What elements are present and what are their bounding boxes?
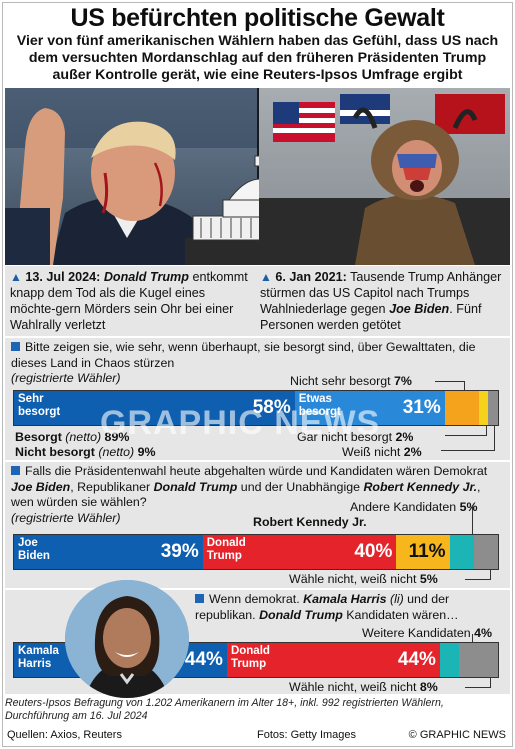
q1-stacked-bar: Sehr besorgt 58% Etwas besorgt 31% <box>13 390 499 426</box>
caption-right-name: Joe Biden <box>389 302 450 316</box>
connector-line <box>445 426 487 436</box>
bar-segment-trump: Donald Trump 40% <box>202 535 397 569</box>
data-label-sehr-besorgt: 58% <box>252 397 291 418</box>
bar-segment-biden: Joe Biden 39% <box>14 535 203 569</box>
data-label-harris: 44% <box>184 649 223 670</box>
triangle-marker-icon: ▲ <box>10 270 22 284</box>
data-label-etwas-besorgt: 31% <box>402 397 441 418</box>
connector-line <box>465 678 491 688</box>
q2-label-waehle-nicht: Wähle nicht, weiß nicht 5% <box>289 572 438 586</box>
q1-label-nicht-sehr: Nicht sehr besorgt 7% <box>290 374 412 388</box>
harris-portrait <box>65 580 189 698</box>
bar-segment-waehle-nicht-2 <box>459 643 498 677</box>
q3-label-weitere: Weitere Kandidaten 4% <box>362 626 492 640</box>
q3-value-waehle-nicht: 8% <box>419 680 438 694</box>
methodology-note: Reuters-Ipsos Befragung von 1.202 Amerik… <box>5 697 444 722</box>
q1-label-weiss-nicht: Weiß nicht 2% <box>342 445 422 459</box>
q1-value-gar-nicht: 2% <box>395 430 414 444</box>
data-label-trump-2: 44% <box>397 649 436 670</box>
capitol-riot-photo <box>259 88 510 265</box>
page-title: US befürchten politische Gewalt <box>70 4 445 32</box>
q1-value-weiss-nicht: 2% <box>403 445 422 459</box>
bar-segment-weitere <box>439 643 460 677</box>
connector-line <box>441 426 495 451</box>
q2-question: Falls die Präsidentenwahl heute abgehalt… <box>11 464 488 525</box>
photo-captions: ▲ 13. Jul 2024: Donald Trump entkommt kn… <box>5 266 510 336</box>
connector-line <box>435 381 465 390</box>
bar-segment-andere <box>449 535 474 569</box>
caption-right-text: Tausende Trump Anhänger stürmen das US C… <box>260 270 502 316</box>
q1-note: (registrierte Wähler) <box>11 371 121 385</box>
bar-segment-waehle-nicht <box>473 535 498 569</box>
bar-segment-weiss-nicht <box>488 391 498 425</box>
q3-label-waehle-nicht: Wähle nicht, weiß nicht 8% <box>289 680 438 694</box>
page-subtitle: Vier von fünf amerikanischen Wählern hab… <box>16 33 499 83</box>
caption-left-name: Donald Trump <box>103 270 189 284</box>
q3-panel: Wenn demokrat. Kamala Harris (li) und de… <box>5 580 510 698</box>
data-label-kennedy: 11% <box>408 541 446 562</box>
q3-question: Wenn demokrat. Kamala Harris (li) und de… <box>195 592 459 622</box>
connector-line <box>457 634 473 642</box>
caption-left: ▲ 13. Jul 2024: Donald Trump entkommt kn… <box>10 269 248 333</box>
caption-left-date: 13. Jul 2024: <box>25 270 101 284</box>
caption-right-date: 6. Jan 2021: <box>275 270 347 284</box>
photo-strip <box>5 88 510 265</box>
data-label-biden: 39% <box>160 541 199 562</box>
us-flag <box>273 102 335 142</box>
photo-collage <box>5 88 510 265</box>
triangle-marker-icon: ▲ <box>260 270 272 284</box>
watermark-logo: GRAPHIC NEWS <box>100 404 381 442</box>
sources-credit: Quellen: Axios, Reuters <box>7 729 122 741</box>
trump-photo <box>5 88 257 265</box>
bar-segment-gar-nicht <box>478 391 489 425</box>
caption-left-text: entkommt knapp dem Tod als die Kugel ein… <box>10 270 248 332</box>
q1-value-nicht-sehr: 7% <box>394 374 412 388</box>
photos-credit: Fotos: Getty Images <box>257 729 357 741</box>
brand-credit: © GRAPHIC NEWS <box>408 729 506 741</box>
q2-label-kennedy: Robert Kennedy Jr. <box>253 515 367 529</box>
q1-label-gar-nicht: Gar nicht besorgt 2% <box>297 430 414 444</box>
q1-net-nicht-besorgt: Nicht besorgt (netto) 9% <box>15 445 156 459</box>
q1-net-besorgt: Besorgt (netto) 89% <box>15 430 130 444</box>
q2-value-waehle-nicht: 5% <box>419 572 438 586</box>
bar-segment-trump-2: Donald Trump 44% <box>226 643 440 677</box>
data-label-trump: 40% <box>354 541 393 562</box>
q1-question-text: Bitte zeigen sie, wie sehr, wenn überhau… <box>11 340 476 370</box>
q2-note: (registrierte Wähler) <box>11 510 121 525</box>
q2-panel: Falls die Präsidentenwahl heute abgehalt… <box>5 462 510 588</box>
caption-right-text-end: . Fünf Personen werden getötet <box>260 302 482 332</box>
square-bullet-icon <box>11 342 20 351</box>
q3-value-weitere: 4% <box>474 626 492 640</box>
connector-line <box>445 507 473 534</box>
q2-stacked-bar: Joe Biden 39% Donald Trump 40% 11% <box>13 534 499 570</box>
square-bullet-icon <box>11 466 20 475</box>
bar-segment-nicht-sehr <box>444 391 479 425</box>
square-bullet-icon <box>195 594 204 603</box>
q2-label-andere: Andere Kandidaten 5% <box>350 500 478 514</box>
harris-photo <box>65 580 189 698</box>
caption-right: ▲ 6. Jan 2021: Tausende Trump Anhänger s… <box>260 269 508 333</box>
q2-value-andere: 5% <box>459 500 478 514</box>
q1-panel: Bitte zeigen sie, wie sehr, wenn überhau… <box>5 338 510 460</box>
bar-segment-sehr-besorgt: Sehr besorgt 58% <box>14 391 295 425</box>
bar-segment-etwas-besorgt: Etwas besorgt 31% <box>294 391 445 425</box>
connector-line <box>465 570 491 580</box>
q1-question: Bitte zeigen sie, wie sehr, wenn überhau… <box>11 340 504 387</box>
bar-segment-kennedy: 11% <box>396 535 450 569</box>
